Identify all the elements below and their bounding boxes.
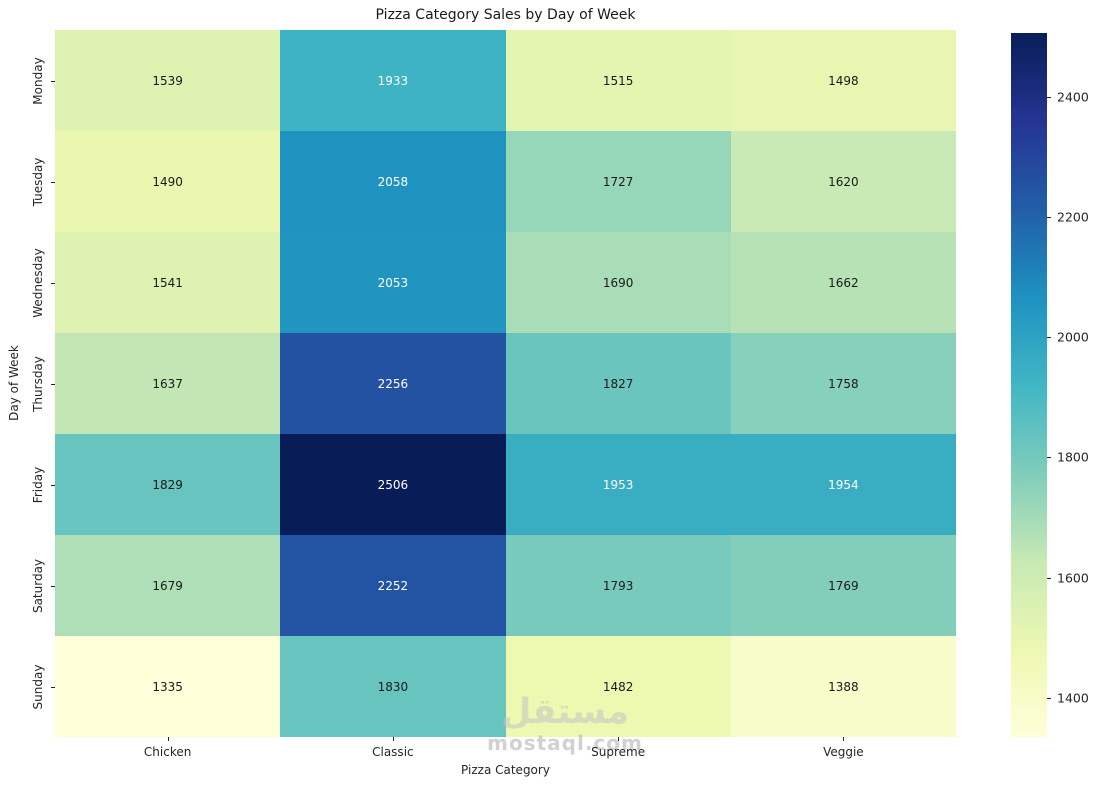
- heatmap-cell: 2058: [280, 131, 506, 232]
- heatmap-cell: 2053: [280, 232, 506, 333]
- heatmap-cell: 1827: [505, 333, 731, 434]
- colorbar-tick-label: 1600: [1057, 570, 1089, 586]
- cell-value: 1793: [602, 578, 634, 593]
- cell-value: 1498: [828, 73, 859, 88]
- y-tick-label: Saturday: [31, 558, 45, 613]
- heatmap-grid: 1539 1933 1515 1498 1490 2058 1727 1620 1541 2053…: [55, 30, 956, 737]
- y-tick-label: Friday: [31, 466, 45, 503]
- y-tick-label: Monday: [31, 56, 45, 105]
- x-axis-label: Pizza Category: [461, 763, 550, 777]
- y-tick-label: Sunday: [31, 664, 45, 709]
- heatmap-cell: 1482: [505, 636, 731, 737]
- cell-value: 1829: [152, 477, 183, 492]
- heatmap-cell: 1933: [280, 30, 506, 131]
- colorbar-tick-mark: [1047, 457, 1051, 459]
- cell-value: 1758: [828, 376, 859, 391]
- cell-value: 2256: [377, 376, 409, 391]
- heatmap-cell: 1515: [505, 30, 731, 131]
- cell-value: 1662: [828, 275, 859, 290]
- colorbar-tick-mark: [1047, 216, 1051, 218]
- colorbar-tick-label: 2400: [1057, 89, 1089, 105]
- cell-value: 1769: [828, 578, 859, 593]
- colorbar-tick-mark: [1047, 697, 1051, 699]
- colorbar-tick-mark: [1047, 337, 1051, 339]
- heatmap-cell: 2252: [280, 535, 506, 636]
- cell-value: 1727: [602, 174, 634, 189]
- cell-value: 1690: [602, 275, 634, 290]
- heatmap-cell: 1498: [730, 30, 956, 131]
- heatmap-cell: 1388: [730, 636, 956, 737]
- y-tick-label: Wednesday: [31, 247, 45, 318]
- cell-value: 1827: [602, 376, 634, 391]
- colorbar-tick-mark: [1047, 577, 1051, 579]
- y-tick-label: Thursday: [31, 355, 45, 412]
- cell-value: 1482: [602, 679, 634, 694]
- cell-value: 2053: [377, 275, 409, 290]
- heatmap-cell: 2506: [280, 434, 506, 535]
- colorbar-tick-mark: [1047, 96, 1051, 98]
- cell-value: 1953: [602, 477, 634, 492]
- cell-value: 1515: [602, 73, 634, 88]
- heatmap-cell: 1620: [730, 131, 956, 232]
- cell-value: 1490: [152, 174, 183, 189]
- y-tick-mark: [51, 80, 55, 82]
- x-tick-mark: [618, 737, 620, 741]
- x-tick-mark: [167, 737, 169, 741]
- cell-value: 1541: [152, 275, 183, 290]
- cell-value: 1679: [152, 578, 183, 593]
- colorbar-tick-label: 2200: [1057, 209, 1089, 225]
- y-tick-mark: [51, 282, 55, 284]
- x-tick-label: Veggie: [823, 745, 864, 759]
- x-tick-label: Supreme: [591, 745, 646, 759]
- cell-value: 1637: [152, 376, 183, 391]
- heatmap-cell: 1830: [280, 636, 506, 737]
- x-tick-mark: [392, 737, 394, 741]
- y-tick-label: Tuesday: [31, 157, 45, 206]
- cell-value: 2058: [377, 174, 409, 189]
- heatmap-cell: 1539: [55, 30, 281, 131]
- chart-title: Pizza Category Sales by Day of Week: [375, 7, 636, 23]
- cell-value: 1954: [828, 477, 859, 492]
- colorbar: [1011, 33, 1047, 737]
- y-tick-mark: [51, 383, 55, 385]
- y-tick-mark: [51, 181, 55, 183]
- heatmap-cell: 1490: [55, 131, 281, 232]
- x-tick-label: Classic: [372, 745, 414, 759]
- heatmap-cell: 1637: [55, 333, 281, 434]
- heatmap-cell: 1793: [505, 535, 731, 636]
- cell-value: 1335: [152, 679, 183, 694]
- heatmap-cell: 1662: [730, 232, 956, 333]
- cell-value: 1539: [152, 73, 183, 88]
- y-axis-label: Day of Week: [7, 345, 21, 421]
- colorbar-tick-label: 1400: [1057, 690, 1089, 706]
- heatmap-cell: 1727: [505, 131, 731, 232]
- cell-value: 1830: [377, 679, 409, 694]
- heatmap-cell: 2256: [280, 333, 506, 434]
- cell-value: 1388: [828, 679, 859, 694]
- x-tick-mark: [843, 737, 845, 741]
- heatmap-cell: 1829: [55, 434, 281, 535]
- y-tick-mark: [51, 484, 55, 486]
- heatmap-cell: 1953: [505, 434, 731, 535]
- heatmap-cell: 1690: [505, 232, 731, 333]
- heatmap-cell: 1335: [55, 636, 281, 737]
- heatmap-cell: 1758: [730, 333, 956, 434]
- heatmap-cell: 1954: [730, 434, 956, 535]
- colorbar-tick-label: 2000: [1057, 329, 1089, 345]
- heatmap-cell: 1541: [55, 232, 281, 333]
- cell-value: 1620: [828, 174, 859, 189]
- colorbar-tick-label: 1800: [1057, 449, 1089, 465]
- cell-value: 1933: [377, 73, 409, 88]
- heatmap-cell: 1769: [730, 535, 956, 636]
- x-tick-label: Chicken: [143, 745, 192, 759]
- cell-value: 2252: [377, 578, 409, 593]
- cell-value: 2506: [377, 477, 409, 492]
- y-tick-mark: [51, 585, 55, 587]
- y-tick-mark: [51, 686, 55, 688]
- heatmap-cell: 1679: [55, 535, 281, 636]
